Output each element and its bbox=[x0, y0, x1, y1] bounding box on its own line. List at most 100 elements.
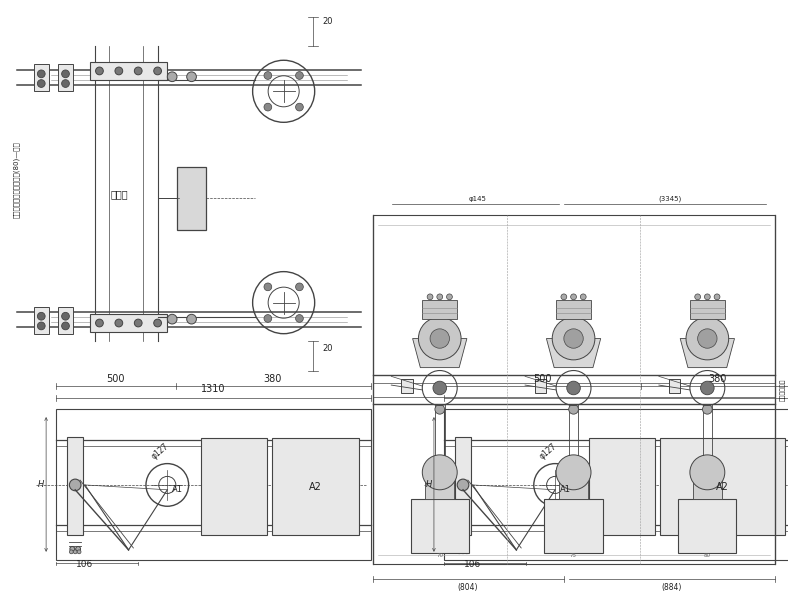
Circle shape bbox=[714, 294, 720, 300]
Circle shape bbox=[115, 319, 122, 327]
Bar bbox=[58, 64, 74, 91]
Text: φ145: φ145 bbox=[469, 196, 486, 202]
Text: 80: 80 bbox=[704, 553, 711, 557]
Bar bbox=[67, 437, 83, 535]
Bar bbox=[693, 480, 722, 499]
Bar bbox=[422, 300, 458, 319]
Circle shape bbox=[186, 72, 196, 82]
Text: 20: 20 bbox=[322, 344, 333, 353]
Bar bbox=[559, 480, 588, 499]
Bar bbox=[373, 215, 775, 565]
Circle shape bbox=[295, 103, 303, 111]
Circle shape bbox=[566, 381, 580, 395]
Bar bbox=[34, 307, 49, 334]
Circle shape bbox=[686, 317, 729, 360]
Text: A1: A1 bbox=[560, 485, 571, 494]
Circle shape bbox=[570, 294, 577, 300]
Text: 70: 70 bbox=[436, 553, 443, 557]
Text: H: H bbox=[426, 481, 432, 490]
Circle shape bbox=[690, 455, 725, 490]
Circle shape bbox=[134, 319, 142, 327]
Bar bbox=[177, 167, 206, 230]
Text: (804): (804) bbox=[458, 583, 478, 592]
Circle shape bbox=[569, 404, 578, 414]
Circle shape bbox=[564, 329, 583, 348]
Circle shape bbox=[433, 381, 446, 395]
Bar bbox=[272, 439, 359, 535]
Circle shape bbox=[167, 314, 177, 324]
Circle shape bbox=[435, 404, 445, 414]
Circle shape bbox=[458, 479, 469, 491]
Circle shape bbox=[552, 317, 595, 360]
Circle shape bbox=[38, 80, 45, 88]
Circle shape bbox=[580, 294, 586, 300]
Circle shape bbox=[70, 479, 81, 491]
Bar bbox=[455, 437, 470, 535]
Circle shape bbox=[134, 67, 142, 75]
Bar bbox=[669, 379, 680, 393]
Text: 500: 500 bbox=[534, 374, 552, 384]
Text: (3345): (3345) bbox=[658, 196, 681, 202]
Circle shape bbox=[38, 70, 45, 78]
Circle shape bbox=[418, 317, 461, 360]
Bar bbox=[56, 409, 371, 560]
Bar bbox=[589, 439, 655, 535]
Text: φ127: φ127 bbox=[150, 442, 170, 461]
Bar bbox=[401, 379, 413, 393]
Text: 380: 380 bbox=[708, 374, 726, 384]
Circle shape bbox=[705, 294, 710, 300]
Circle shape bbox=[701, 381, 714, 395]
Bar bbox=[34, 64, 49, 91]
Circle shape bbox=[62, 80, 70, 88]
Text: 380: 380 bbox=[264, 374, 282, 384]
Circle shape bbox=[62, 322, 70, 330]
Circle shape bbox=[427, 294, 433, 300]
Polygon shape bbox=[546, 338, 601, 368]
Circle shape bbox=[77, 550, 81, 554]
Text: A2: A2 bbox=[310, 482, 322, 492]
Circle shape bbox=[561, 294, 566, 300]
Text: 高度阀: 高度阀 bbox=[110, 189, 128, 199]
Bar bbox=[545, 499, 602, 553]
Circle shape bbox=[446, 294, 452, 300]
Circle shape bbox=[295, 71, 303, 79]
Circle shape bbox=[167, 72, 177, 82]
Bar bbox=[534, 379, 546, 393]
Circle shape bbox=[186, 314, 196, 324]
Text: 75: 75 bbox=[570, 553, 577, 557]
Text: 106: 106 bbox=[76, 560, 94, 569]
Circle shape bbox=[154, 319, 162, 327]
Circle shape bbox=[556, 455, 591, 490]
Text: A1: A1 bbox=[172, 485, 183, 494]
Text: 空气悬挂总成: 空气悬挂总成 bbox=[780, 379, 786, 401]
Polygon shape bbox=[413, 338, 467, 368]
Text: (884): (884) bbox=[662, 583, 682, 592]
Bar bbox=[426, 480, 454, 499]
Circle shape bbox=[264, 71, 272, 79]
Text: 500: 500 bbox=[106, 374, 125, 384]
Circle shape bbox=[295, 314, 303, 322]
Bar bbox=[660, 439, 785, 535]
Circle shape bbox=[62, 70, 70, 78]
Text: 对称式双轴空气悬挂总成(80)—一组: 对称式双轴空气悬挂总成(80)—一组 bbox=[14, 141, 20, 218]
Bar bbox=[556, 300, 591, 319]
Text: 1310: 1310 bbox=[201, 384, 225, 394]
Circle shape bbox=[264, 314, 272, 322]
Circle shape bbox=[95, 67, 103, 75]
Circle shape bbox=[70, 547, 74, 551]
Circle shape bbox=[115, 67, 122, 75]
Circle shape bbox=[154, 67, 162, 75]
Circle shape bbox=[698, 329, 717, 348]
Bar bbox=[58, 307, 74, 334]
Bar bbox=[690, 300, 725, 319]
Circle shape bbox=[437, 294, 442, 300]
Circle shape bbox=[702, 404, 712, 414]
Circle shape bbox=[70, 550, 74, 554]
Circle shape bbox=[264, 103, 272, 111]
Circle shape bbox=[461, 550, 465, 554]
Circle shape bbox=[76, 547, 81, 551]
Bar bbox=[444, 409, 793, 560]
Bar bbox=[90, 314, 167, 332]
Circle shape bbox=[264, 283, 272, 291]
Circle shape bbox=[38, 322, 45, 330]
